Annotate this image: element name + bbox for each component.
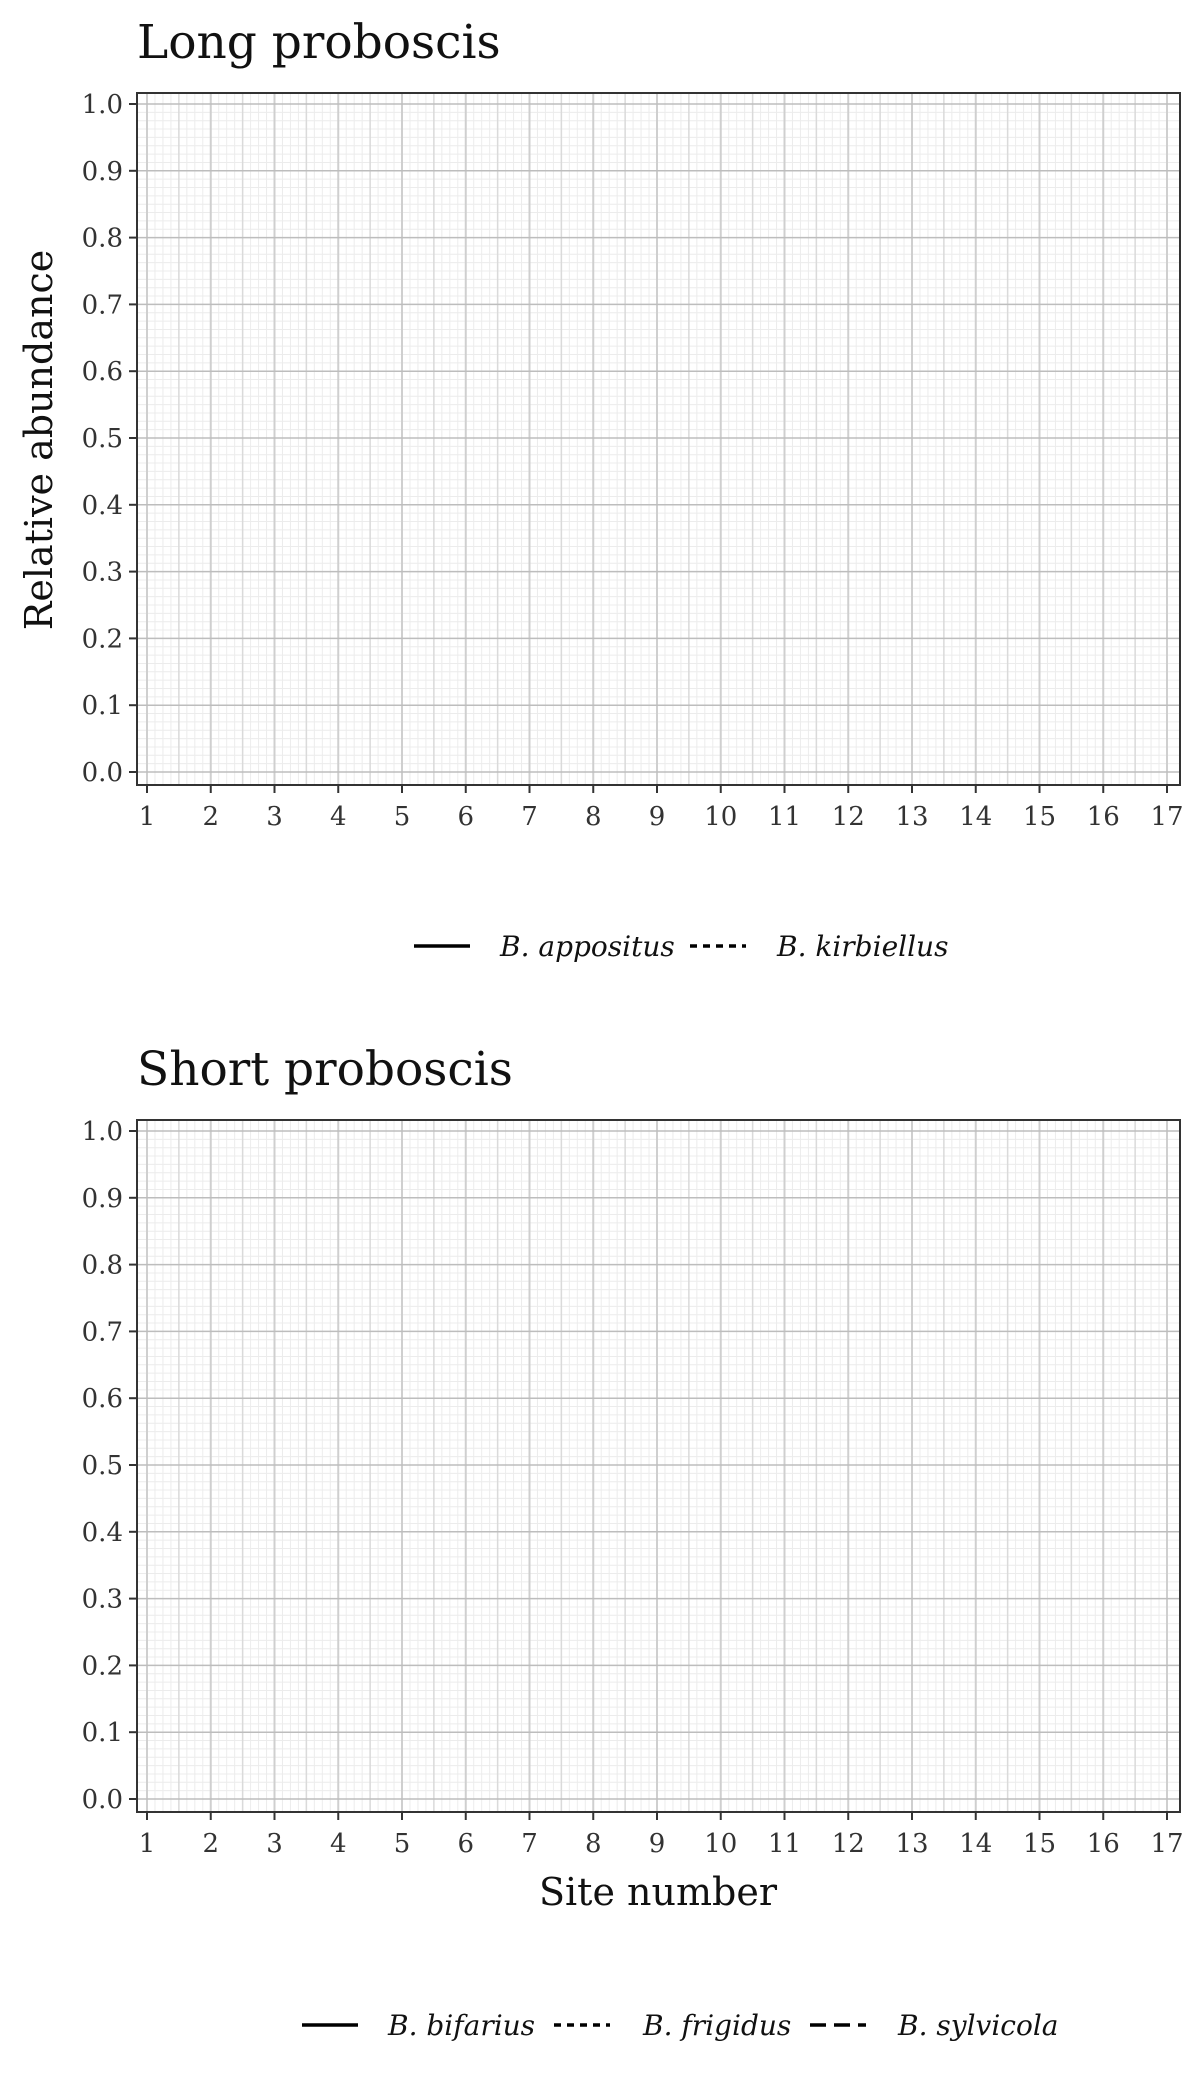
y-tick-label: 0.2	[82, 624, 123, 654]
x-tick-label: 12	[832, 802, 865, 832]
x-tick-label: 14	[959, 802, 992, 832]
y-tick-label: 0.1	[82, 691, 123, 721]
plot-panel-border	[136, 92, 1181, 786]
x-tick-label: 9	[649, 1829, 666, 1859]
x-tick-label: 15	[1023, 802, 1056, 832]
y-tick-label: 0.8	[82, 1251, 123, 1281]
x-tick-label: 17	[1150, 1829, 1183, 1859]
x-tick-label: 13	[895, 1829, 928, 1859]
y-tick-label: 1.0	[82, 1117, 123, 1147]
x-axis: 1 2 3 4 5 6 7 8 9 10 11 12 13 14 15 16 17	[139, 1812, 1184, 1859]
y-tick-label: 0.0	[82, 1785, 123, 1815]
x-tick-label: 8	[585, 1829, 602, 1859]
y-tick-label: 0.2	[82, 1651, 123, 1681]
y-tick-label: 0.6	[82, 357, 123, 387]
plot-grid	[138, 1121, 1179, 1811]
y-tick-label: 0.5	[82, 1451, 123, 1481]
x-tick-label: 2	[202, 1829, 219, 1859]
x-tick-label: 1	[139, 802, 156, 832]
panel-short-proboscis: Short proboscis Site number 0.0 0.1 0.2 0.3…	[82, 1042, 1184, 2042]
y-tick-label: 1.0	[82, 90, 123, 120]
y-tick-label: 0.5	[82, 424, 123, 454]
y-tick-label: 0.4	[82, 1518, 123, 1548]
legend: B. appositus B. kirbiellus	[414, 930, 948, 963]
x-tick-label: 10	[704, 1829, 737, 1859]
x-tick-label: 17	[1150, 802, 1183, 832]
x-tick-label: 6	[457, 1829, 474, 1859]
x-tick-label: 14	[959, 1829, 992, 1859]
y-tick-label: 0.7	[82, 290, 123, 320]
legend-label: B. sylvicola	[897, 2009, 1058, 2042]
legend-label: B. appositus	[499, 930, 675, 963]
x-tick-label: 9	[649, 802, 666, 832]
plot-panel-border	[136, 1119, 1181, 1813]
y-tick-label: 0.8	[82, 224, 123, 254]
x-tick-label: 15	[1023, 1829, 1056, 1859]
x-tick-label: 7	[521, 1829, 538, 1859]
x-tick-label: 5	[394, 1829, 411, 1859]
x-tick-label: 8	[585, 802, 602, 832]
y-axis: 0.0 0.1 0.2 0.3 0.4 0.5 0.6 0.7 0.8 0.9 1.0	[82, 1117, 137, 1815]
chart-title: Short proboscis	[137, 1042, 513, 1097]
x-tick-label: 4	[330, 1829, 347, 1859]
x-axis-title: Site number	[539, 1870, 778, 1914]
x-tick-label: 11	[768, 802, 801, 832]
x-tick-label: 4	[330, 802, 347, 832]
panel-long-proboscis: Long proboscis Relative abundance 0.0 0.1…	[17, 15, 1184, 963]
chart-title: Long proboscis	[137, 15, 501, 70]
y-tick-label: 0.9	[82, 157, 123, 187]
y-tick-label: 0.6	[82, 1384, 123, 1414]
x-tick-label: 5	[394, 802, 411, 832]
y-axis-title: Relative abundance	[17, 250, 61, 631]
x-tick-label: 12	[832, 1829, 865, 1859]
y-tick-label: 0.1	[82, 1718, 123, 1748]
legend-label: B. kirbiellus	[776, 930, 948, 963]
legend: B. bifarius B. frigidus B. sylvicola	[302, 2009, 1058, 2042]
plot-grid	[138, 94, 1179, 784]
legend-label: B. frigidus	[642, 2009, 791, 2042]
y-tick-label: 0.3	[82, 558, 123, 588]
x-tick-label: 7	[521, 802, 538, 832]
x-tick-label: 10	[704, 802, 737, 832]
x-tick-label: 3	[266, 1829, 283, 1859]
y-tick-label: 0.7	[82, 1317, 123, 1347]
x-tick-label: 16	[1087, 802, 1120, 832]
x-tick-label: 3	[266, 802, 283, 832]
y-tick-label: 0.0	[82, 758, 123, 788]
y-tick-label: 0.3	[82, 1585, 123, 1615]
x-tick-label: 2	[202, 802, 219, 832]
x-tick-label: 1	[139, 1829, 156, 1859]
x-tick-label: 11	[768, 1829, 801, 1859]
x-axis: 1 2 3 4 5 6 7 8 9 10 11 12 13 14 15 16 17	[139, 785, 1184, 832]
y-tick-label: 0.9	[82, 1184, 123, 1214]
x-tick-label: 13	[895, 802, 928, 832]
y-tick-label: 0.4	[82, 491, 123, 521]
x-tick-label: 16	[1087, 1829, 1120, 1859]
y-axis: 0.0 0.1 0.2 0.3 0.4 0.5 0.6 0.7 0.8 0.9 1.0	[82, 90, 137, 788]
legend-label: B. bifarius	[387, 2009, 535, 2042]
x-tick-label: 6	[457, 802, 474, 832]
